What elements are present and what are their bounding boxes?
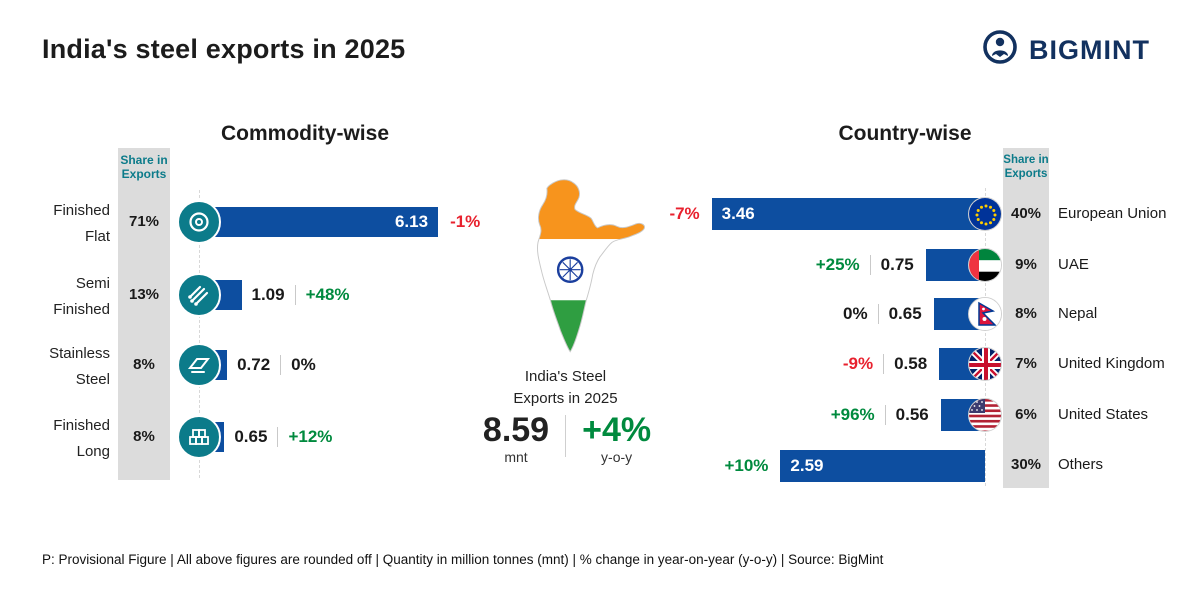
commodity-bar-row: 1.09 +48%: [177, 273, 350, 317]
commodity-bar-row: 0.72 0%: [177, 343, 316, 387]
yoy-change: -9%: [842, 354, 874, 373]
yoy-change: 0%: [291, 355, 316, 374]
commodity-label-semi-finished: Semi Finished: [53, 275, 110, 318]
commodity-share-value: 8%: [133, 356, 155, 373]
value-divider: [883, 354, 885, 374]
yoy-change: -1%: [450, 212, 481, 231]
country-share-panel: [1003, 148, 1049, 488]
steel-sheet-icon: [177, 343, 221, 387]
country-share-value: 30%: [1010, 456, 1042, 473]
bar-value: 2.59: [790, 456, 824, 475]
country-share-value: 7%: [1015, 355, 1037, 372]
value-divider: [280, 355, 282, 375]
country-bar: 2.59: [780, 450, 985, 482]
india-map: [500, 178, 650, 368]
kpi-divider: [565, 415, 567, 457]
us-flag-icon: [968, 398, 1002, 432]
value-divider: [869, 255, 871, 275]
bar-value: 3.46: [721, 204, 755, 223]
round-bars-icon: [177, 273, 221, 317]
country-name: Others: [1058, 456, 1104, 473]
commodity-share-value: 71%: [128, 213, 160, 230]
yoy-change: +48%: [305, 285, 350, 304]
total-exports-unit: mnt: [504, 449, 528, 465]
total-exports-kpi: 8.59 mnt: [483, 412, 549, 465]
commodity-bar-row: 6.13 -1%: [177, 200, 481, 244]
country-axis-guide: [985, 188, 986, 486]
steel-coil-icon: [177, 200, 221, 244]
yoy-change: +10%: [724, 456, 769, 475]
uk-flag-icon: [968, 347, 1002, 381]
commodity-section-title: Commodity-wise: [220, 122, 390, 145]
value-divider: [277, 427, 279, 447]
country-name: European Union: [1058, 205, 1167, 222]
country-bar-row: +25% 0.75: [815, 248, 1002, 282]
yoy-kpi: +4% y-o-y: [582, 412, 651, 465]
commodity-axis-guide: [199, 190, 200, 478]
brand-logo: BIGMINT: [980, 28, 1150, 73]
value-divider: [877, 304, 879, 324]
country-name: United Kingdom: [1058, 355, 1165, 372]
commodity-share-value: 8%: [133, 428, 155, 445]
beam-bundle-icon: [177, 415, 221, 459]
commodity-label-finished-flat: Finished Flat: [53, 202, 110, 245]
total-exports-value: 8.59: [482, 411, 550, 449]
uae-flag-icon: [968, 248, 1002, 282]
country-share-value: 6%: [1015, 406, 1037, 423]
center-caption: India's Steel Exports in 2025: [513, 368, 618, 407]
kpi-block: 8.59 mnt +4% y-o-y: [462, 412, 672, 465]
page-title: India's steel exports in 2025: [42, 34, 406, 64]
yoy-change: +12%: [288, 427, 333, 446]
yoy-value: +4%: [582, 411, 652, 449]
bar-value: 0.65: [888, 304, 922, 323]
footnote: P: Provisional Figure | All above figure…: [42, 552, 884, 567]
yoy-unit: y-o-y: [601, 449, 633, 465]
country-bar-row: -9% 0.58: [842, 347, 1002, 381]
commodity-share-panel: [118, 148, 170, 480]
country-name: Nepal: [1058, 305, 1098, 322]
yoy-change: -7%: [669, 204, 700, 223]
yoy-change: +25%: [815, 255, 860, 274]
commodity-share-value: 13%: [128, 286, 160, 303]
nepal-flag-icon: [968, 297, 1002, 331]
commodity-bar-row: 0.65 +12%: [177, 415, 333, 459]
bar-value: 0.58: [894, 354, 928, 373]
country-name: UAE: [1058, 256, 1089, 273]
country-section-title: Country-wise: [838, 122, 972, 145]
country-bar: 3.46: [711, 198, 985, 230]
value-divider: [884, 405, 886, 425]
commodity-share-header: Share in Exports: [120, 153, 168, 181]
bar-value: 0.72: [237, 355, 271, 374]
brand-name: BIGMINT: [1029, 35, 1150, 65]
bigmint-logo-icon: [980, 28, 1020, 73]
eu-flag-icon: [968, 197, 1002, 231]
country-name: United States: [1058, 406, 1149, 423]
bar-value: 6.13: [394, 212, 429, 231]
commodity-label-finished-long: Finished Long: [53, 417, 110, 460]
country-bar-row: 0% 0.65: [842, 297, 1002, 331]
country-share-value: 40%: [1010, 205, 1042, 222]
yoy-change: +96%: [830, 405, 875, 424]
bar-value: 1.09: [251, 285, 285, 304]
commodity-bar: 6.13: [199, 207, 439, 237]
country-bar-row: +96% 0.56: [830, 398, 1002, 432]
country-share-value: 9%: [1015, 256, 1037, 273]
country-bar-row: +10% 2.59: [724, 449, 985, 483]
bar-value: 0.56: [895, 405, 929, 424]
ashoka-chakra: [556, 256, 584, 283]
country-share-header: Share in Exports: [1003, 154, 1049, 180]
bar-value: 0.75: [880, 255, 914, 274]
country-bar-row: -7% 3.46: [669, 197, 1002, 231]
country-share-value: 8%: [1015, 305, 1037, 322]
bar-value: 0.65: [234, 427, 268, 446]
commodity-label-stainless-steel: Stainless Steel: [49, 345, 110, 388]
yoy-change: 0%: [842, 304, 868, 323]
value-divider: [294, 285, 296, 305]
